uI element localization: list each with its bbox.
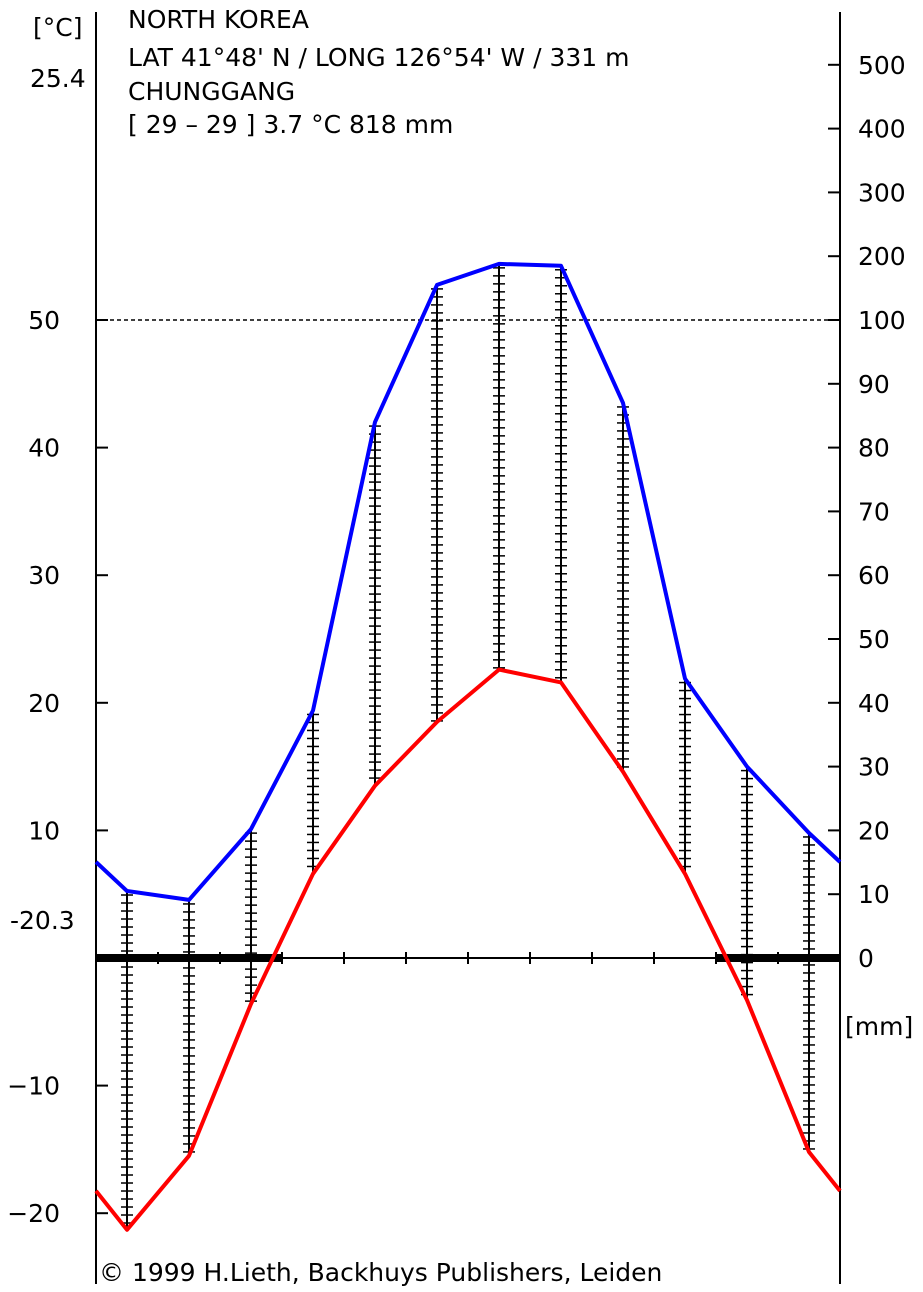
precipitation-tick-label: 200 bbox=[858, 242, 906, 271]
temperature-series-line bbox=[94, 667, 842, 1232]
precipitation-tick-label: 500 bbox=[858, 51, 906, 80]
precipitation-tick-label: 10 bbox=[858, 880, 890, 909]
temperature-tick-label: 20 bbox=[28, 689, 60, 718]
temperature-tick-label: −10 bbox=[7, 1072, 60, 1101]
precipitation-tick-label: 0 bbox=[858, 944, 874, 973]
precipitation-tick-label: 90 bbox=[858, 370, 890, 399]
temperature-tick-label: 30 bbox=[28, 561, 60, 590]
station-name: CHUNGGANG bbox=[128, 77, 295, 106]
precipitation-tick-label: 50 bbox=[858, 625, 890, 654]
precipitation-tick-label: 400 bbox=[858, 115, 906, 144]
header-block: [°C] 25.4 NORTH KOREA LAT 41°48' N / LON… bbox=[10, 5, 913, 1041]
humid-hatching bbox=[121, 263, 815, 1230]
absolute-max-temp: 25.4 bbox=[30, 64, 86, 93]
precipitation-tick-label: 20 bbox=[858, 816, 890, 845]
temperature-tick-label: 10 bbox=[28, 816, 60, 845]
country-name: NORTH KOREA bbox=[128, 5, 309, 34]
precipitation-tick-label: 300 bbox=[858, 178, 906, 207]
absolute-min-temp: -20.3 bbox=[10, 906, 75, 935]
precipitation-series-line bbox=[94, 261, 842, 902]
axes bbox=[95, 12, 841, 1284]
temperature-tick-label: 50 bbox=[28, 306, 60, 335]
precip-unit-label: [mm] bbox=[845, 1012, 913, 1041]
precipitation-tick-label: 70 bbox=[858, 497, 890, 526]
temperature-tick-label: −20 bbox=[7, 1199, 60, 1228]
copyright-notice: © 1999 H.Lieth, Backhuys Publishers, Lei… bbox=[99, 1258, 662, 1287]
station-coordinates: LAT 41°48' N / LONG 126°54' W / 331 m bbox=[128, 43, 629, 72]
temp-unit-label: [°C] bbox=[33, 13, 82, 42]
temperature-tick-label: 40 bbox=[28, 434, 60, 463]
precipitation-tick-label: 30 bbox=[858, 753, 890, 782]
precipitation-axis-ticks: 0 10 20 30 40 50 60 70 80 90 100 200 300 400 500 bbox=[828, 51, 906, 973]
precipitation-tick-label: 80 bbox=[858, 434, 890, 463]
precipitation-tick-label: 40 bbox=[858, 689, 890, 718]
temperature-axis-ticks: −20 −10 10 20 30 40 50 bbox=[7, 306, 108, 1228]
precipitation-tick-label: 100 bbox=[858, 306, 906, 335]
precipitation-tick-label: 60 bbox=[858, 561, 890, 590]
climate-summary: [ 29 – 29 ] 3.7 °C 818 mm bbox=[128, 110, 453, 139]
